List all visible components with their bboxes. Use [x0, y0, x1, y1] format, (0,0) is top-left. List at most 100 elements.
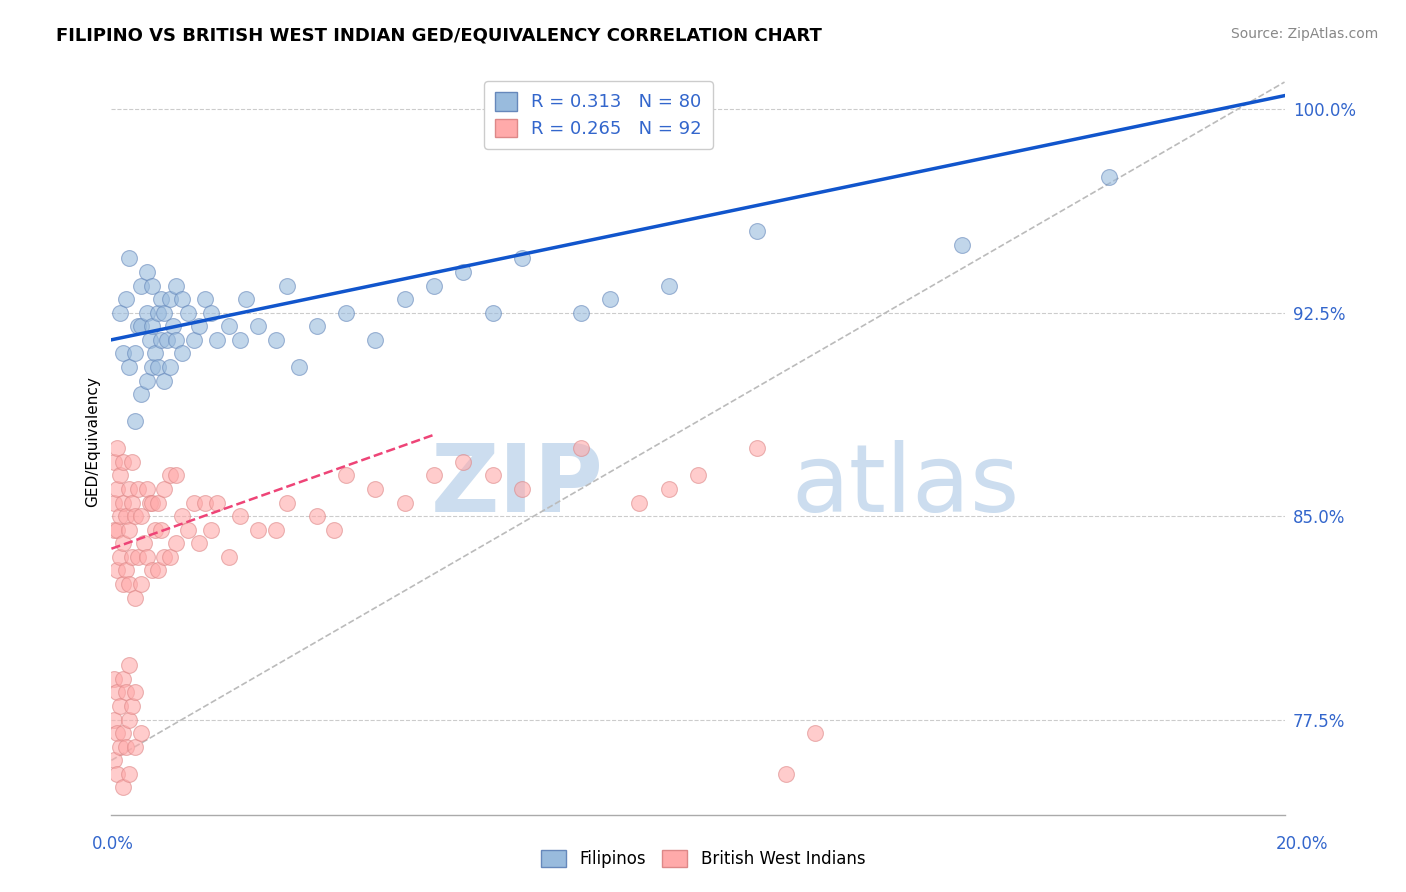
Point [218, 549, 240, 564]
Point [108, 306, 131, 320]
Point [127, 549, 149, 564]
Point [135, 374, 157, 388]
Point [481, 468, 503, 483]
Point [105, 685, 128, 699]
Point [658, 278, 681, 293]
Point [804, 726, 827, 740]
Point [159, 359, 181, 374]
Point [599, 292, 621, 306]
Point [150, 333, 173, 347]
Point [115, 739, 138, 754]
Point [121, 549, 143, 564]
Point [105, 767, 128, 781]
Point [235, 292, 257, 306]
Point [305, 319, 328, 334]
Point [229, 509, 252, 524]
Point [105, 563, 128, 577]
Point [129, 726, 152, 740]
Point [176, 306, 198, 320]
Point [135, 265, 157, 279]
Point [148, 495, 170, 509]
Point [188, 319, 211, 334]
Point [247, 319, 270, 334]
Point [103, 495, 125, 509]
Point [1097, 169, 1119, 184]
Point [124, 346, 146, 360]
Point [141, 495, 163, 509]
Point [112, 536, 135, 550]
Point [112, 577, 135, 591]
Point [141, 359, 163, 374]
Point [170, 509, 193, 524]
Point [510, 252, 533, 266]
Point [148, 306, 170, 320]
Point [264, 333, 287, 347]
Point [135, 482, 157, 496]
Point [453, 265, 475, 279]
Point [165, 333, 187, 347]
Point [775, 767, 797, 781]
Point [129, 319, 152, 334]
Point [124, 739, 146, 754]
Point [159, 549, 181, 564]
Point [153, 482, 176, 496]
Point [129, 577, 152, 591]
Point [453, 455, 475, 469]
Point [138, 333, 160, 347]
Point [103, 753, 125, 767]
Point [112, 726, 135, 740]
Point [176, 523, 198, 537]
Point [138, 495, 160, 509]
Point [118, 577, 141, 591]
Point [112, 780, 135, 795]
Point [170, 292, 193, 306]
Point [364, 482, 387, 496]
Point [145, 523, 167, 537]
Point [658, 482, 681, 496]
Point [276, 278, 298, 293]
Point [108, 549, 131, 564]
Point [135, 306, 157, 320]
Point [323, 523, 346, 537]
Point [188, 536, 211, 550]
Point [745, 442, 768, 456]
Point [112, 455, 135, 469]
Point [115, 509, 138, 524]
Point [127, 319, 149, 334]
Point [200, 306, 222, 320]
Point [170, 346, 193, 360]
Point [194, 292, 217, 306]
Point [112, 346, 135, 360]
Point [150, 523, 173, 537]
Point [148, 563, 170, 577]
Point [569, 306, 592, 320]
Point [118, 252, 141, 266]
Point [229, 333, 252, 347]
Point [423, 468, 446, 483]
Point [148, 359, 170, 374]
Point [115, 563, 138, 577]
Point [105, 442, 128, 456]
Point [745, 224, 768, 238]
Point [103, 672, 125, 686]
Y-axis label: GED/Equivalency: GED/Equivalency [86, 376, 100, 507]
Legend: R = 0.313   N = 80, R = 0.265   N = 92: R = 0.313 N = 80, R = 0.265 N = 92 [484, 81, 713, 149]
Point [335, 468, 357, 483]
Point [112, 672, 135, 686]
Text: 0.0%: 0.0% [91, 835, 134, 853]
Point [150, 292, 173, 306]
Text: Source: ZipAtlas.com: Source: ZipAtlas.com [1230, 27, 1378, 41]
Point [276, 495, 298, 509]
Point [159, 468, 181, 483]
Point [264, 523, 287, 537]
Point [105, 726, 128, 740]
Point [305, 509, 328, 524]
Point [118, 523, 141, 537]
Text: 20.0%: 20.0% [1277, 835, 1329, 853]
Point [950, 238, 973, 252]
Point [153, 374, 176, 388]
Point [124, 685, 146, 699]
Point [118, 482, 141, 496]
Point [156, 333, 179, 347]
Point [118, 713, 141, 727]
